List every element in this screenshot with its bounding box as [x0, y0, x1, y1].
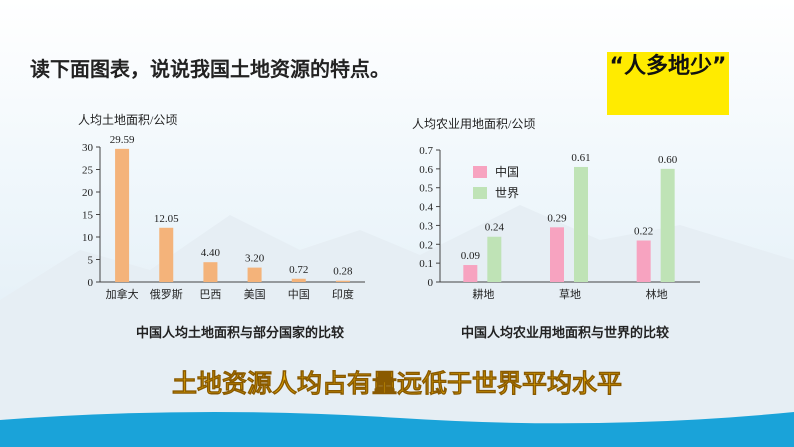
wave — [0, 411, 794, 447]
legend-label: 中国 — [495, 164, 519, 179]
y-tick-label: 10 — [82, 232, 94, 244]
value-label: 0.29 — [547, 212, 567, 224]
value-label: 0.72 — [289, 264, 308, 276]
y-tick-label: 0.5 — [419, 183, 433, 195]
x-tick-label: 巴西 — [199, 289, 221, 301]
value-label: 0.22 — [634, 226, 653, 238]
x-tick-label: 草地 — [559, 288, 581, 301]
x-tick-label: 耕地 — [472, 287, 494, 301]
y-tick-label: 0.3 — [419, 220, 433, 232]
x-tick-label: 加拿大 — [106, 287, 139, 301]
bar — [291, 278, 306, 282]
bar — [574, 166, 588, 282]
y-tick-label: 5 — [88, 255, 94, 267]
value-label: 0.60 — [658, 154, 678, 166]
value-label: 0.09 — [461, 250, 481, 262]
y-tick-label: 0.4 — [419, 202, 433, 214]
bar — [203, 262, 218, 282]
y-tick-label: 0 — [88, 277, 94, 289]
mountains — [0, 205, 794, 447]
value-label: 4.40 — [201, 247, 221, 259]
bar — [463, 265, 478, 282]
bar — [115, 148, 130, 282]
y-tick-label: 0.7 — [419, 145, 433, 157]
x-tick-label: 林地 — [646, 287, 668, 301]
y-axis-label: 人均土地面积/公顷 — [78, 113, 177, 127]
y-tick-label: 0 — [428, 277, 434, 289]
y-tick-label: 15 — [82, 210, 94, 222]
legend-swatch — [473, 187, 487, 199]
y-axis-label: 人均农业用地面积/公顷 — [412, 117, 535, 131]
bar — [247, 267, 262, 282]
caption: 中国人均农业用地面积与世界的比较 — [461, 325, 669, 341]
legend-swatch — [473, 166, 487, 178]
y-tick-label: 0.6 — [419, 164, 433, 176]
bar — [550, 227, 564, 282]
legend-label: 世界 — [495, 186, 519, 200]
value-label: 0.24 — [485, 222, 505, 234]
x-tick-label: 美国 — [244, 288, 266, 301]
y-tick-label: 30 — [82, 142, 94, 154]
x-tick-label: 俄罗斯 — [150, 288, 183, 301]
x-tick-label: 印度 — [332, 287, 354, 301]
conclusion: 土地资源人均占有量远低于世界平均水平 — [172, 369, 622, 398]
value-label: 12.05 — [154, 213, 179, 225]
value-label: 3.20 — [245, 253, 265, 265]
value-label: 0.28 — [333, 266, 353, 278]
bar — [636, 240, 651, 282]
value-label: 0.61 — [571, 152, 590, 164]
bar — [335, 280, 350, 282]
x-tick-label: 中国 — [288, 288, 310, 301]
value-label: 29.59 — [110, 134, 135, 146]
bar — [660, 168, 675, 282]
bar — [487, 236, 502, 282]
bar — [159, 227, 174, 282]
y-tick-label: 25 — [82, 165, 94, 177]
y-tick-label: 20 — [82, 187, 94, 199]
badge: “人多地少” — [607, 52, 729, 115]
heading: 读下面图表，说说我国土地资源的特点。 — [30, 57, 390, 81]
y-tick-label: 0.2 — [419, 239, 433, 251]
y-tick-label: 0.1 — [419, 258, 433, 270]
caption: 中国人均土地面积与部分国家的比较 — [136, 325, 344, 341]
